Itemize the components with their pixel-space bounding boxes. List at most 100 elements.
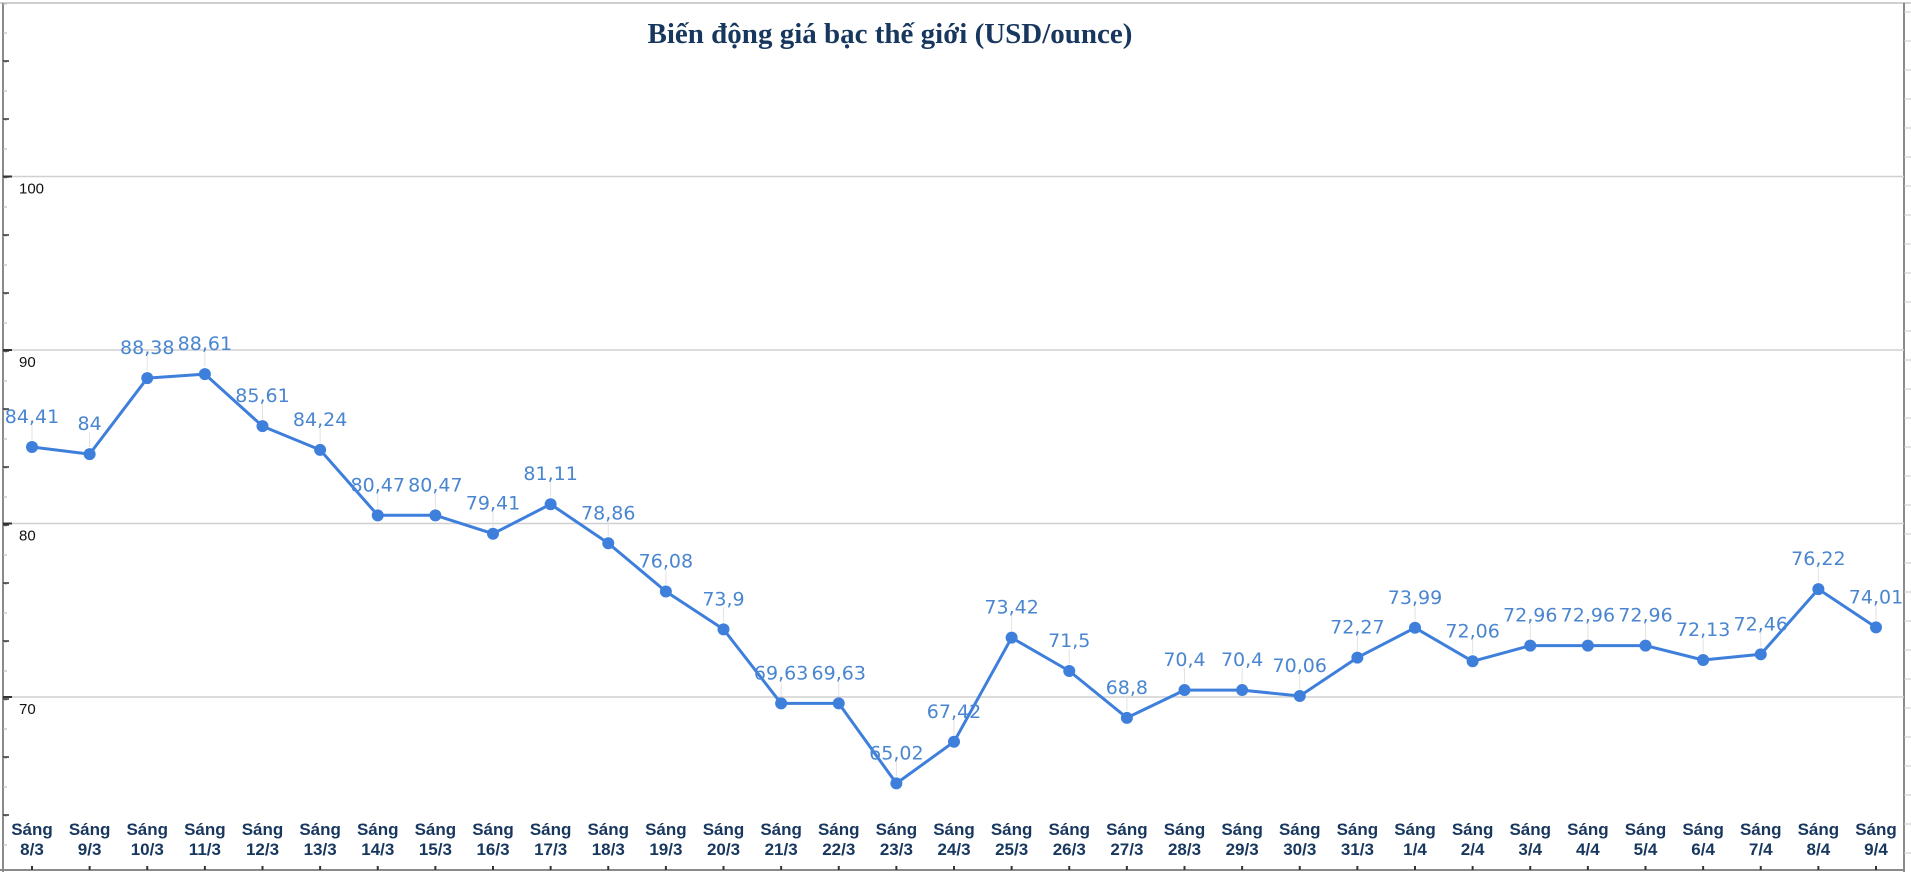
x-tick-label-line1: Sáng: [1509, 820, 1551, 839]
data-point: [83, 448, 96, 461]
data-point: [1697, 654, 1710, 667]
data-point: [1870, 621, 1882, 634]
data-label: 73,99: [1388, 587, 1442, 609]
data-label: 72,06: [1445, 620, 1499, 642]
x-tick-label-line2: 9/4: [1864, 840, 1888, 859]
x-tick-label-line1: Sáng: [1106, 820, 1148, 839]
x-tick-label-line1: Sáng: [184, 820, 226, 839]
chart-title: Biến động giá bạc thế giới (USD/ounce): [647, 18, 1133, 50]
y-tick-label: 100: [19, 181, 44, 198]
x-tick-label-line2: 30/3: [1283, 840, 1316, 859]
data-label: 84: [78, 413, 102, 435]
x-tick-label-line2: 4/4: [1576, 840, 1600, 859]
x-tick-label-line2: 18/3: [592, 840, 625, 859]
x-tick-label-line2: 27/3: [1110, 840, 1143, 859]
data-label: 72,46: [1734, 613, 1788, 635]
data-point: [544, 498, 557, 511]
data-label: 69,63: [812, 662, 866, 684]
x-tick-label-line2: 10/3: [131, 840, 164, 859]
data-point: [1293, 689, 1306, 702]
x-tick-label-line2: 2/4: [1461, 840, 1485, 859]
data-point: [26, 440, 38, 453]
data-point: [1524, 639, 1537, 652]
x-tick-label-line1: Sáng: [1337, 820, 1379, 839]
x-tick-label-line2: 13/3: [304, 840, 337, 859]
x-tick-label-line1: Sáng: [1798, 820, 1840, 839]
x-tick-label-line2: 17/3: [534, 840, 567, 859]
x-tick-label-line2: 14/3: [361, 840, 394, 859]
x-tick-label-line1: Sáng: [1164, 820, 1206, 839]
data-label: 81,11: [523, 463, 577, 485]
data-label: 88,61: [178, 333, 232, 355]
data-label: 70,4: [1221, 649, 1263, 671]
data-point: [1178, 684, 1191, 697]
x-tick-label-line2: 11/3: [189, 840, 221, 859]
data-label: 76,22: [1791, 548, 1845, 570]
data-label: 72,27: [1330, 617, 1384, 639]
data-label: 74,01: [1849, 586, 1903, 608]
data-label: 76,08: [639, 551, 693, 573]
x-tick-label-line1: Sáng: [126, 820, 168, 839]
x-tick-label-line2: 19/3: [649, 840, 682, 859]
x-tick-label-line2: 24/3: [937, 840, 970, 859]
x-tick-label-line1: Sáng: [818, 820, 860, 839]
x-tick-label-line1: Sáng: [1567, 820, 1609, 839]
data-point: [1409, 621, 1421, 634]
x-tick-label-line2: 7/4: [1749, 840, 1773, 859]
data-point: [1351, 651, 1364, 664]
x-tick-label-line1: Sáng: [1279, 820, 1321, 839]
x-tick-label-line1: Sáng: [472, 820, 514, 839]
data-label: 67,42: [927, 701, 981, 723]
data-point: [256, 420, 269, 433]
data-label: 72,96: [1618, 605, 1672, 627]
data-point: [1120, 711, 1133, 724]
x-tick-label-line1: Sáng: [11, 820, 53, 839]
data-point: [1639, 639, 1652, 652]
data-label: 79,41: [466, 493, 520, 515]
data-label: 73,42: [984, 597, 1038, 619]
x-tick-label-line2: 8/4: [1807, 840, 1831, 859]
data-label: 69,63: [754, 662, 808, 684]
data-point: [890, 777, 903, 790]
x-tick-label-line1: Sáng: [1394, 820, 1436, 839]
data-label: 78,86: [581, 502, 635, 524]
x-tick-label-line1: Sáng: [242, 820, 284, 839]
x-tick-label-line2: 20/3: [707, 840, 740, 859]
x-tick-label-line2: 3/4: [1518, 840, 1542, 859]
data-point: [717, 623, 730, 636]
y-tick-label: 80: [19, 528, 36, 545]
data-label: 65,02: [869, 742, 923, 764]
data-label: 88,38: [120, 337, 174, 359]
data-label: 84,41: [5, 406, 59, 428]
x-tick-label-line2: 12/3: [246, 840, 279, 859]
data-label: 72,96: [1561, 605, 1615, 627]
data-point: [832, 697, 845, 710]
data-point: [659, 585, 672, 598]
data-label: 85,61: [235, 385, 289, 407]
data-label: 71,5: [1048, 630, 1090, 652]
x-tick-label-line2: 28/3: [1168, 840, 1201, 859]
data-point: [1466, 655, 1479, 668]
x-tick-label-line1: Sáng: [703, 820, 745, 839]
x-tick-label-line1: Sáng: [357, 820, 399, 839]
x-tick-label-line1: Sáng: [1625, 820, 1667, 839]
x-tick-label-line1: Sáng: [1048, 820, 1090, 839]
x-tick-label-line1: Sáng: [991, 820, 1033, 839]
x-tick-label-line2: 6/4: [1691, 840, 1715, 859]
data-point: [371, 509, 384, 522]
x-tick-label-line1: Sáng: [760, 820, 802, 839]
x-tick-label-line1: Sáng: [1682, 820, 1724, 839]
x-tick-label-line2: 8/3: [20, 840, 44, 859]
data-point: [1581, 639, 1594, 652]
data-label: 70,4: [1163, 649, 1205, 671]
x-tick-label-line1: Sáng: [1740, 820, 1782, 839]
x-tick-label-line1: Sáng: [1855, 820, 1897, 839]
x-tick-label-line1: Sáng: [933, 820, 975, 839]
data-point: [1812, 583, 1825, 596]
data-label: 72,13: [1676, 619, 1730, 641]
data-point: [775, 697, 788, 710]
x-tick-label-line2: 26/3: [1053, 840, 1086, 859]
data-label: 73,9: [702, 588, 744, 610]
